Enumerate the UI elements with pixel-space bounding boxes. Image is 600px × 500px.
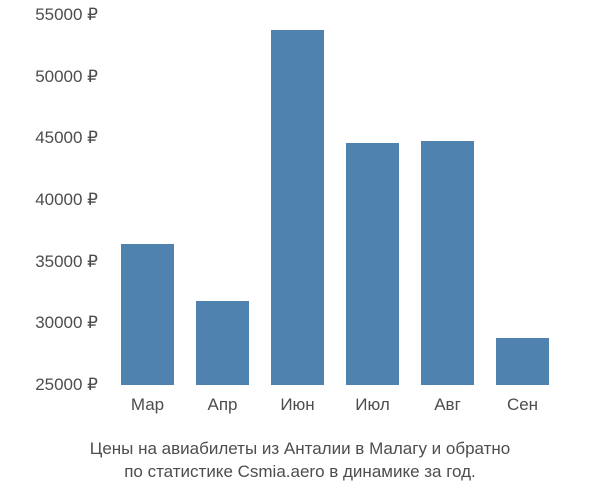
y-tick-label: 30000 ₽	[0, 313, 98, 333]
bar	[346, 143, 399, 385]
y-tick-label: 25000 ₽	[0, 375, 98, 395]
bar	[496, 338, 549, 385]
x-tick-label: Июн	[280, 395, 314, 415]
bar	[121, 244, 174, 385]
x-tick-label: Сен	[507, 395, 538, 415]
caption-line-1: Цены на авиабилеты из Анталии в Малагу и…	[90, 439, 511, 458]
y-tick-label: 55000 ₽	[0, 5, 98, 25]
y-tick-label: 40000 ₽	[0, 190, 98, 210]
y-tick-label: 50000 ₽	[0, 67, 98, 87]
y-tick-label: 35000 ₽	[0, 252, 98, 272]
chart-caption: Цены на авиабилеты из Анталии в Малагу и…	[0, 438, 600, 484]
caption-line-2: по статистике Csmia.aero в динамике за г…	[124, 462, 476, 481]
x-tick-label: Июл	[355, 395, 390, 415]
plot-area	[110, 15, 560, 385]
x-tick-label: Апр	[208, 395, 238, 415]
x-tick-label: Авг	[434, 395, 461, 415]
bar	[271, 30, 324, 385]
y-tick-label: 45000 ₽	[0, 128, 98, 148]
bar	[196, 301, 249, 385]
x-tick-label: Мар	[131, 395, 164, 415]
price-chart: 25000 ₽ 30000 ₽ 35000 ₽ 40000 ₽ 45000 ₽ 50000…	[0, 0, 600, 500]
bar	[421, 141, 474, 385]
